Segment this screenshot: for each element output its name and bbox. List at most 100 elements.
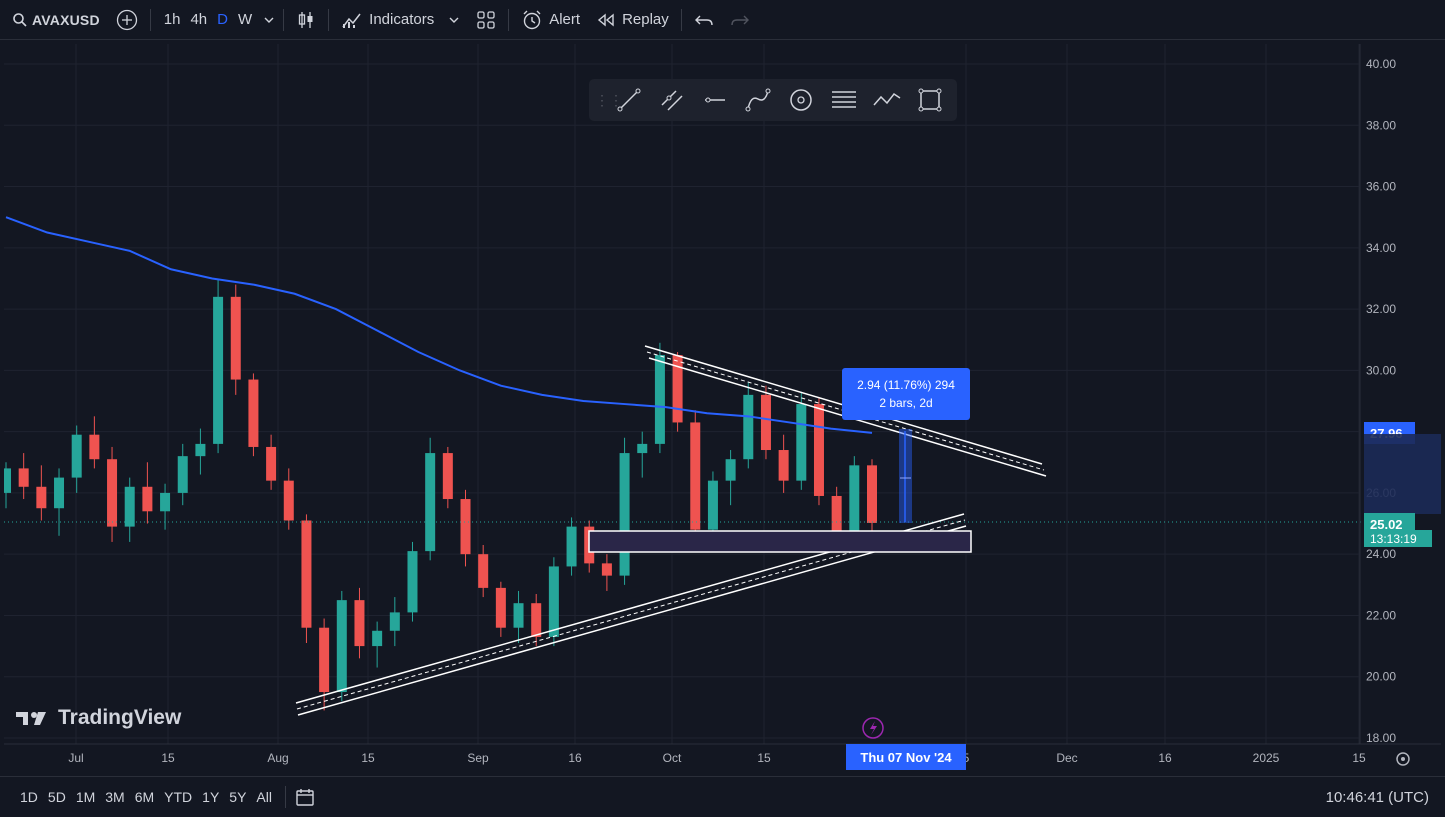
candle-body	[389, 612, 400, 631]
alert-label: Alert	[549, 11, 581, 28]
compare-symbol-button[interactable]	[108, 0, 146, 40]
candle-body	[566, 526, 577, 567]
range-5d[interactable]: 5D	[47, 789, 66, 805]
candle-body	[760, 394, 771, 451]
layouts-button[interactable]	[468, 0, 504, 40]
candle-body	[248, 379, 259, 447]
chevron-down-icon[interactable]	[448, 14, 460, 26]
rectangle-tool[interactable]	[908, 79, 951, 121]
axis-settings-icon[interactable]	[1396, 752, 1410, 766]
symbol-search[interactable]: AVAXUSD	[0, 0, 108, 40]
trend-line-tool[interactable]	[607, 79, 650, 121]
divider	[284, 786, 286, 808]
range-3m[interactable]: 3M	[105, 789, 125, 805]
candle-body	[548, 566, 559, 637]
range-1m[interactable]: 1M	[75, 789, 96, 805]
replay-button[interactable]: Replay	[588, 0, 677, 40]
rectangle-icon	[918, 88, 941, 112]
chart-pane[interactable]: 40.0038.0036.0034.0032.0030.0028.0026.00…	[1, 44, 1441, 774]
calendar-icon[interactable]	[294, 786, 316, 808]
price-tick-label: 18.00	[1366, 731, 1396, 745]
candle-body	[124, 486, 135, 527]
candle-body	[283, 480, 294, 521]
support-zone-rect[interactable]	[588, 530, 972, 553]
candle-body	[442, 453, 453, 500]
candles	[1, 278, 877, 711]
interval-w[interactable]: W	[238, 11, 253, 28]
candle-body	[725, 459, 736, 481]
divider	[680, 8, 682, 31]
measure-change: 2.94 (11.76%) 294	[857, 378, 955, 392]
time-tick-label: Dec	[1056, 751, 1077, 765]
pattern-tool[interactable]	[865, 79, 908, 121]
candle-body	[743, 394, 754, 460]
alert-button[interactable]: Alert	[513, 0, 588, 40]
range-ytd[interactable]: YTD	[164, 789, 193, 805]
price-axis[interactable]: 40.0038.0036.0034.0032.0030.0028.0026.00…	[1366, 57, 1396, 745]
candle-body	[71, 434, 82, 478]
candle-body	[54, 477, 65, 509]
time-tick-label: Aug	[267, 751, 288, 765]
replay-label: Replay	[622, 11, 669, 28]
price-chart[interactable]: 40.0038.0036.0034.0032.0030.0028.0026.00…	[1, 44, 1441, 774]
interval-d[interactable]: D	[217, 11, 228, 28]
candle-body	[707, 480, 718, 530]
range-1d[interactable]: 1D	[20, 789, 38, 805]
interval-4h[interactable]: 4h	[190, 11, 208, 28]
redo-icon	[731, 15, 749, 25]
circle-icon	[789, 89, 812, 111]
event-marker[interactable]	[862, 717, 884, 739]
candle-body	[478, 554, 489, 588]
undo-button[interactable]	[686, 0, 722, 40]
circle-tool[interactable]	[779, 79, 822, 121]
measure-tooltip: 2.94 (11.76%) 294 2 bars, 2d	[842, 368, 970, 420]
candle-body	[336, 600, 347, 693]
candle-body	[849, 465, 860, 539]
redo-button[interactable]	[722, 0, 758, 40]
measure-bars: 2 bars, 2d	[879, 396, 933, 410]
indicators-button[interactable]: Indicators	[333, 0, 468, 40]
time-axis[interactable]: Jul 15 Aug 15 Sep 16 Oct 15 5 Dec 16 2025 15	[68, 751, 1366, 765]
range-1y[interactable]: 1Y	[202, 789, 220, 805]
range-5y[interactable]: 5Y	[229, 789, 247, 805]
price-tick-label: 20.00	[1366, 670, 1396, 684]
chart-type-button[interactable]	[288, 0, 324, 40]
candle-body	[831, 495, 842, 539]
interval-group: 1h 4h D W	[155, 0, 279, 40]
price-tick-label: 30.00	[1366, 363, 1396, 377]
path-tool[interactable]	[736, 79, 779, 121]
candle-body	[301, 520, 312, 628]
date-range-group: 1D 5D 1M 3M 6M YTD 1Y 5Y All	[0, 786, 316, 808]
candle-body	[407, 551, 418, 613]
candle-body	[319, 627, 330, 693]
candle-body	[372, 630, 383, 647]
price-tick-label: 22.00	[1366, 608, 1396, 622]
countdown-tag: 13:13:19	[1364, 530, 1432, 547]
undo-icon	[694, 15, 713, 25]
chevron-down-icon[interactable]	[263, 14, 275, 26]
candle-body	[425, 453, 436, 552]
curve-icon	[745, 88, 770, 112]
range-6m[interactable]: 6M	[134, 789, 155, 805]
candle-body	[195, 443, 206, 457]
drag-handle[interactable]: ⋮⋮	[595, 92, 623, 108]
parallel-channel-tool[interactable]	[650, 79, 693, 121]
candle-body	[778, 450, 789, 481]
time-tick-label: 15	[361, 751, 375, 765]
candle-body	[495, 587, 506, 628]
candle-body	[813, 404, 824, 496]
horizontal-ray-tool[interactable]	[693, 79, 736, 121]
interval-1h[interactable]: 1h	[163, 11, 181, 28]
plus-circle-icon	[116, 9, 137, 30]
price-tick-label: 38.00	[1366, 118, 1396, 132]
channel-icon	[660, 90, 683, 111]
candle-body	[1, 468, 11, 493]
price-tick-label: 40.00	[1366, 57, 1396, 71]
drawing-toolbar: ⋮⋮	[589, 79, 957, 121]
top-toolbar: AVAXUSD 1h 4h D W Indicators Alert	[0, 0, 1445, 40]
range-all[interactable]: All	[256, 789, 272, 805]
candle-body	[36, 486, 47, 509]
fib-retracement-tool[interactable]	[822, 79, 865, 121]
utc-clock[interactable]: 10:46:41 (UTC)	[1325, 789, 1429, 806]
